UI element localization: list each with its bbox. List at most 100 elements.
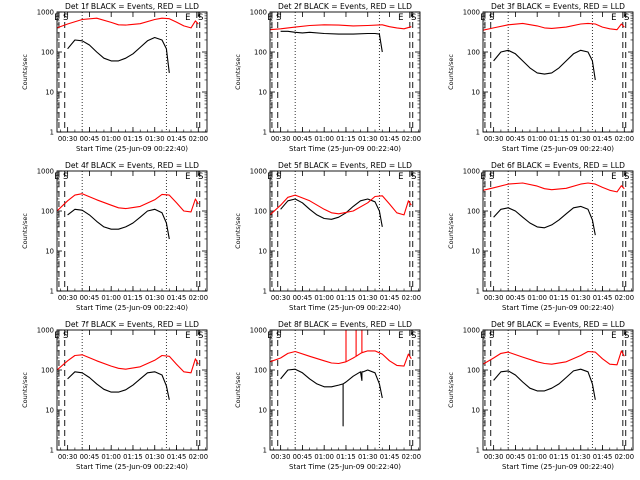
series-line-events bbox=[493, 368, 596, 400]
x-tick-label: 00:45 bbox=[80, 294, 100, 302]
y-tick-label: 1000 bbox=[37, 168, 54, 176]
marker-s-left: S bbox=[63, 331, 68, 341]
x-tick-label: 01:15 bbox=[123, 135, 143, 143]
marker-e-right: E bbox=[611, 331, 616, 341]
y-tick-label: 1 bbox=[50, 288, 54, 296]
chart-title: Det 4f BLACK = Events, RED = LLD bbox=[65, 161, 199, 170]
chart-panel-3: Det 3f BLACK = Events, RED = LLD Counts/s… bbox=[447, 2, 634, 153]
x-axis-label: Start Time (25-Jun-09 00:22:40) bbox=[76, 145, 188, 153]
plot-frame bbox=[482, 329, 634, 451]
y-tick-label: 10 bbox=[471, 248, 480, 256]
y-tick-label: 100 bbox=[467, 208, 480, 216]
x-tick-label: 00:45 bbox=[80, 453, 100, 461]
y-tick-label: 100 bbox=[254, 367, 267, 375]
marker-e-right: E bbox=[398, 331, 403, 341]
x-tick-label: 01:15 bbox=[336, 453, 356, 461]
chart-title: Det 7f BLACK = Events, RED = LLD bbox=[65, 320, 199, 329]
x-tick-label: 02:00 bbox=[188, 453, 208, 461]
x-tick-label: 01:00 bbox=[314, 294, 334, 302]
marker-s-right: S bbox=[411, 172, 416, 182]
chart-panel-2: Det 2f BLACK = Events, RED = LLD Counts/s… bbox=[234, 2, 421, 153]
x-tick-label: 00:30 bbox=[58, 294, 78, 302]
chart-panel-5: Det 5f BLACK = Events, RED = LLD Counts/s… bbox=[234, 161, 421, 312]
x-tick-label: 01:30 bbox=[571, 453, 591, 461]
y-axis-label: Counts/sec bbox=[21, 213, 29, 249]
x-tick-label: 01:30 bbox=[145, 453, 165, 461]
y-axis-label: Counts/sec bbox=[21, 372, 29, 408]
x-tick-label: 01:00 bbox=[314, 135, 334, 143]
series-line-lld bbox=[56, 354, 199, 374]
chart-panel-6: Det 6f BLACK = Events, RED = LLD Counts/s… bbox=[447, 161, 634, 312]
y-tick-label: 10 bbox=[45, 89, 54, 97]
x-axis-label: Start Time (25-Jun-09 00:22:40) bbox=[76, 463, 188, 471]
x-tick-label: 00:45 bbox=[506, 294, 526, 302]
y-axis-label: Counts/sec bbox=[234, 372, 242, 408]
x-tick-label: 02:00 bbox=[188, 294, 208, 302]
x-tick-label: 00:30 bbox=[58, 453, 78, 461]
x-tick-label: 01:30 bbox=[571, 135, 591, 143]
x-tick-label: 01:00 bbox=[527, 135, 547, 143]
x-tick-label: 01:30 bbox=[145, 294, 165, 302]
y-axis-label: Counts/sec bbox=[21, 54, 29, 90]
x-tick-label: 01:15 bbox=[549, 135, 569, 143]
y-axis-label: Counts/sec bbox=[234, 213, 242, 249]
x-tick-label: 02:00 bbox=[401, 294, 421, 302]
marker-s-left: S bbox=[276, 331, 281, 341]
marker-s-right: S bbox=[198, 331, 203, 341]
marker-s-left: S bbox=[489, 172, 494, 182]
y-tick-label: 10 bbox=[471, 89, 480, 97]
y-tick-label: 1000 bbox=[463, 327, 480, 335]
x-axis-label: Start Time (25-Jun-09 00:22:40) bbox=[289, 463, 401, 471]
plot-frame bbox=[269, 329, 421, 451]
x-tick-label: 01:00 bbox=[101, 453, 121, 461]
x-tick-label: 01:45 bbox=[380, 453, 400, 461]
series-line-events bbox=[67, 36, 170, 73]
plot-frame bbox=[482, 11, 634, 133]
marker-e-right: E bbox=[185, 331, 190, 341]
x-axis-label: Start Time (25-Jun-09 00:22:40) bbox=[289, 145, 401, 153]
x-tick-label: 01:45 bbox=[380, 135, 400, 143]
y-tick-label: 10 bbox=[258, 407, 267, 415]
marker-s-right: S bbox=[198, 13, 203, 23]
marker-e-right: E bbox=[398, 13, 403, 23]
x-tick-label: 01:15 bbox=[336, 294, 356, 302]
series-line-events bbox=[280, 368, 383, 427]
chart-panel-8: Det 8f BLACK = Events, RED = LLD Counts/s… bbox=[234, 320, 421, 471]
chart-title: Det 8f BLACK = Events, RED = LLD bbox=[278, 320, 412, 329]
y-tick-label: 10 bbox=[45, 407, 54, 415]
y-tick-label: 1 bbox=[50, 447, 54, 455]
x-tick-label: 01:30 bbox=[358, 453, 378, 461]
x-tick-label: 01:15 bbox=[123, 294, 143, 302]
chart-title: Det 2f BLACK = Events, RED = LLD bbox=[278, 2, 412, 11]
plot-frame bbox=[56, 11, 208, 133]
series-line-lld bbox=[56, 193, 199, 213]
x-tick-label: 02:00 bbox=[188, 135, 208, 143]
y-tick-label: 1 bbox=[476, 447, 480, 455]
chart-title: Det 9f BLACK = Events, RED = LLD bbox=[491, 320, 625, 329]
y-tick-label: 10 bbox=[471, 407, 480, 415]
y-tick-label: 1000 bbox=[463, 9, 480, 17]
x-tick-label: 01:00 bbox=[101, 135, 121, 143]
plot-frame bbox=[269, 170, 421, 292]
series-line-lld bbox=[482, 350, 625, 366]
y-tick-label: 1000 bbox=[463, 168, 480, 176]
x-tick-label: 01:45 bbox=[593, 294, 613, 302]
chart-title: Det 5f BLACK = Events, RED = LLD bbox=[278, 161, 412, 170]
x-tick-label: 01:45 bbox=[167, 135, 187, 143]
y-tick-label: 1000 bbox=[250, 9, 267, 17]
y-axis-label: Counts/sec bbox=[234, 54, 242, 90]
series-line-events bbox=[67, 208, 170, 240]
x-tick-label: 02:00 bbox=[401, 453, 421, 461]
x-tick-label: 01:00 bbox=[314, 453, 334, 461]
chart-panel-1: Det 1f BLACK = Events, RED = LLD Counts/s… bbox=[21, 2, 208, 153]
x-tick-label: 01:45 bbox=[167, 453, 187, 461]
x-tick-label: 00:30 bbox=[484, 294, 504, 302]
x-tick-label: 00:45 bbox=[293, 135, 313, 143]
marker-s-left: S bbox=[489, 331, 494, 341]
series-line-events bbox=[280, 198, 383, 227]
marker-e-right: E bbox=[398, 172, 403, 182]
x-tick-label: 00:45 bbox=[293, 453, 313, 461]
x-tick-label: 00:30 bbox=[271, 135, 291, 143]
x-tick-label: 01:15 bbox=[549, 453, 569, 461]
x-tick-label: 00:45 bbox=[80, 135, 100, 143]
